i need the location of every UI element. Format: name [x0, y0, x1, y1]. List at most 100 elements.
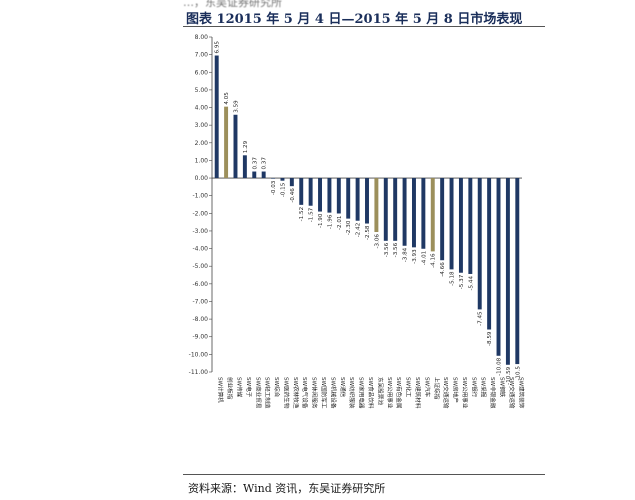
category-label: SW交通运输 [508, 377, 516, 409]
data-label: -4.16 [431, 253, 437, 268]
y-tick-label: -1.00 [192, 193, 208, 200]
category-label: SW食品饮料 [367, 377, 375, 409]
y-tick-label: -9.00 [192, 334, 208, 341]
data-label: 4.05 [224, 92, 230, 105]
y-tick-label: -6.00 [192, 281, 208, 288]
category-label: SW有色金属 [395, 377, 403, 409]
data-label: -5.37 [459, 274, 465, 289]
category-label: SW休闲服务 [311, 377, 319, 409]
y-tick-label: -4.00 [192, 246, 208, 253]
category-label: SW机械设备 [329, 377, 337, 409]
y-tick-label: 7.00 [195, 52, 209, 59]
bar [299, 178, 304, 205]
bar [496, 178, 501, 356]
category-label: SW综合 [273, 377, 281, 398]
data-label: -5.44 [468, 276, 474, 291]
bar [280, 178, 285, 181]
data-label: -0.15 [280, 182, 286, 197]
y-tick-label: -5.00 [192, 263, 208, 270]
category-label: SW采掘 [480, 377, 488, 398]
bar [468, 178, 473, 274]
data-label-layer: 6.954.053.591.290.37 0.37-0.03 -0.15 -0.46-… [215, 41, 522, 385]
bar [515, 178, 520, 365]
category-label: SW非银金融 [489, 377, 497, 409]
category-label: SW农林牧渔 [292, 377, 300, 409]
category-label: 上证综指 [433, 377, 441, 400]
y-tick-label: 1.00 [195, 157, 209, 164]
axis-layer: 8.00 7.00 6.00 5.00 4.00 3.00 2.00 1.00 0.00 -1.0… [189, 34, 522, 376]
bar [336, 178, 341, 214]
category-label: SW纺织服装 [348, 377, 356, 409]
category-label: SW银行 [470, 377, 478, 398]
data-label: 0.37 [262, 157, 268, 170]
category-label: SW电气设备 [301, 377, 309, 409]
category-label: SW家用电器 [358, 377, 366, 409]
bar [505, 178, 510, 365]
category-label: SW化工 [405, 377, 413, 398]
data-label: -10.59 [506, 366, 512, 384]
y-tick-label: -7.00 [192, 298, 208, 305]
category-label: SW公用事业 [386, 377, 394, 409]
category-label: 创业板指 [226, 377, 234, 400]
bar [252, 171, 257, 179]
bar [421, 178, 426, 249]
category-label: SW电子 [245, 377, 253, 398]
y-tick-label: 0.00 [195, 175, 209, 182]
data-label: 0.37 [252, 157, 258, 170]
bar [402, 178, 407, 246]
bar [233, 114, 238, 179]
data-label: -1.90 [318, 213, 324, 228]
source-note: 资料来源：Wind 资讯，东吴证券研究所 [188, 482, 386, 495]
category-label-layer: SW计算机 创业板指 SW传媒 SW电子 SW商业贸易 SW轻工制造 SW综合 SW医药生物 S… [217, 377, 526, 409]
bar [440, 178, 445, 261]
bar [458, 178, 463, 273]
data-label: -1.57 [309, 207, 315, 222]
y-tick-label: 4.00 [195, 105, 209, 112]
category-label: SW建筑装饰 [517, 377, 525, 409]
chart-title: 图表 12015 年 5 月 4 日—2015 年 5 月 8 日市场表现 [186, 12, 523, 27]
y-tick-label: 8.00 [195, 34, 209, 41]
y-tick-label: 2.00 [195, 140, 209, 147]
y-tick-label: 6.00 [195, 69, 209, 76]
bar [242, 155, 247, 179]
y-tick-label: -3.00 [192, 228, 208, 235]
data-label: 3.59 [233, 100, 239, 113]
category-label: SW通信 [339, 377, 347, 398]
bar [327, 178, 332, 213]
bar [224, 106, 229, 179]
category-label: SW房地产 [452, 377, 460, 403]
category-label: SW钢铁 [499, 377, 507, 398]
y-tick-label: -8.00 [192, 316, 208, 323]
bar [355, 178, 360, 221]
bar [318, 178, 323, 212]
bar [289, 178, 294, 187]
data-label: -3.56 [393, 242, 399, 257]
bar [383, 178, 388, 241]
y-tick-label: -11.00 [189, 369, 209, 376]
data-label: -4.66 [440, 262, 446, 277]
data-label: -3.93 [412, 249, 418, 264]
data-label: -3.56 [384, 242, 390, 257]
bar [271, 178, 276, 179]
category-label: SW医药生物 [282, 377, 290, 409]
data-label: -0.46 [290, 188, 296, 203]
category-label: SW商业贸易 [254, 377, 262, 409]
category-label: SW交通运输 [442, 377, 450, 409]
category-label: SW轻工制造 [264, 377, 272, 409]
data-label: -2.30 [346, 220, 352, 235]
data-label: -10.5 [515, 366, 521, 381]
bar [214, 55, 219, 179]
category-label: SW汽车 [423, 377, 431, 398]
data-label: -5.18 [450, 271, 456, 286]
data-label: -3.06 [374, 234, 380, 249]
category-label: SW公用事业 [461, 377, 469, 409]
data-label: 6.95 [215, 41, 221, 54]
bar [393, 178, 398, 241]
data-label: -3.84 [403, 247, 409, 262]
data-label: -2.58 [365, 225, 371, 240]
y-tick-label: -10.00 [189, 351, 209, 358]
category-label: SW计算机 [217, 377, 225, 403]
bottom-rule [183, 474, 545, 475]
data-label: -2.42 [356, 223, 362, 237]
